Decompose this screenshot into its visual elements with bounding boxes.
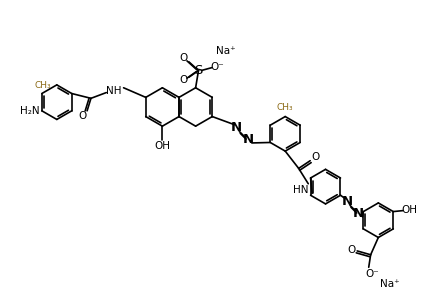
- Text: N: N: [353, 207, 364, 220]
- Text: Na⁺: Na⁺: [380, 279, 399, 288]
- Text: O: O: [347, 245, 356, 255]
- Text: N: N: [231, 121, 242, 134]
- Text: CH₃: CH₃: [277, 103, 293, 112]
- Text: OH: OH: [154, 141, 170, 151]
- Text: CH₃: CH₃: [35, 81, 51, 90]
- Text: O: O: [179, 75, 187, 85]
- Text: OH: OH: [402, 205, 417, 215]
- Text: NH: NH: [106, 86, 122, 96]
- Text: O: O: [179, 53, 187, 63]
- Text: O⁻: O⁻: [211, 62, 225, 72]
- Text: O: O: [312, 152, 320, 162]
- Text: HN: HN: [293, 184, 308, 194]
- Text: S: S: [194, 64, 203, 77]
- Text: N: N: [242, 133, 254, 146]
- Text: H₂N: H₂N: [20, 106, 40, 116]
- Text: O: O: [78, 111, 86, 121]
- Text: N: N: [342, 195, 353, 208]
- Text: O⁻: O⁻: [366, 269, 379, 279]
- Text: Na⁺: Na⁺: [215, 46, 235, 56]
